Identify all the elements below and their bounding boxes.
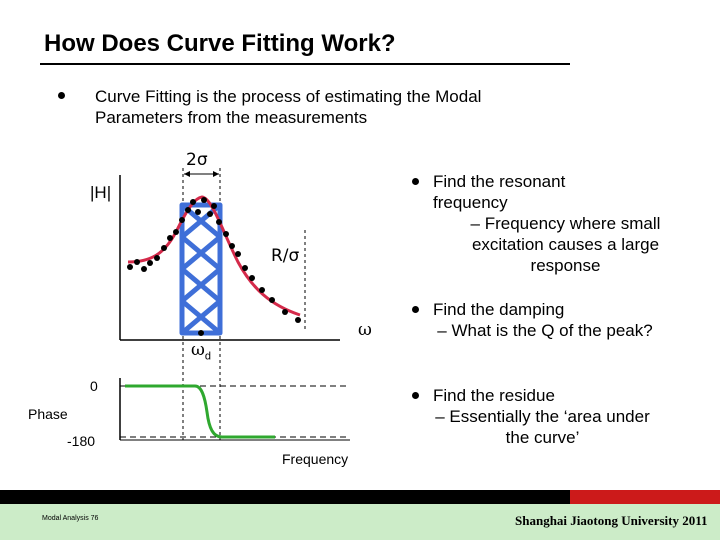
sub-bullet-resonant: – Frequency where small excitation cause…	[470, 214, 661, 275]
title-underline	[40, 63, 570, 65]
data-point	[141, 266, 147, 272]
frequency-axis-label: Frequency	[282, 451, 349, 467]
bullet-dot	[412, 392, 419, 399]
omega-d-symbol: ω	[191, 340, 205, 360]
data-point	[154, 255, 160, 261]
bullet-dot	[412, 178, 419, 185]
data-point	[134, 259, 140, 265]
phase-minus-label: -180	[67, 433, 96, 449]
data-point	[127, 264, 133, 270]
data-point	[185, 207, 191, 213]
data-point	[229, 243, 235, 249]
data-point	[242, 265, 248, 271]
measurement-points	[127, 197, 301, 323]
intro-bullet: Curve Fitting is the process of estimati…	[95, 87, 482, 127]
footer-university: Shanghai Jiaotong University 2011	[515, 513, 708, 528]
omega-d-marker	[198, 330, 204, 336]
data-point	[201, 197, 207, 203]
data-point	[249, 275, 255, 281]
two-sigma-arrowhead-left	[184, 171, 190, 177]
data-point	[282, 309, 288, 315]
bullet-dot	[412, 306, 419, 313]
omega-axis-label: ω	[358, 320, 372, 340]
footer-slide-number: Modal Analysis 76	[42, 515, 99, 522]
data-point	[179, 217, 185, 223]
data-point	[173, 229, 179, 235]
data-point	[235, 251, 241, 257]
data-point	[207, 211, 213, 217]
bullet-residue: Find the residue	[433, 386, 555, 405]
bullet-resonant-frequency: Find the resonant frequency	[433, 172, 566, 212]
data-point	[161, 245, 167, 251]
data-point	[195, 209, 201, 215]
data-point	[190, 199, 196, 205]
phase-zero-label: 0	[90, 378, 98, 394]
r-sigma-label: R/σ	[271, 246, 300, 266]
data-point	[211, 203, 217, 209]
lattice-zigzag-b	[179, 203, 223, 335]
fit-lattice	[179, 202, 223, 336]
sub-bullet-residue: – Essentially the ‘area under the curve’	[435, 407, 650, 447]
phase-curve	[125, 384, 275, 439]
data-point	[269, 297, 275, 303]
data-point	[259, 287, 265, 293]
footer-red-bar	[570, 490, 720, 504]
omega-d-subscript: d	[204, 350, 211, 363]
magnitude-label: |H|	[90, 183, 112, 202]
two-sigma-arrowhead-right	[213, 171, 219, 177]
data-point	[167, 235, 173, 241]
data-point	[216, 219, 222, 225]
data-point	[295, 317, 301, 323]
two-sigma-label: 2σ	[186, 150, 208, 170]
footer-black-bar	[0, 490, 570, 504]
bullet-dot	[58, 92, 65, 99]
data-point	[223, 231, 229, 237]
sub-bullet-damping: – What is the Q of the peak?	[437, 321, 653, 340]
data-point	[147, 260, 153, 266]
phase-label: Phase	[28, 406, 68, 422]
slide-title: How Does Curve Fitting Work?	[44, 30, 396, 57]
omega-d-label: ωd	[191, 340, 211, 362]
lattice-zigzag-a	[179, 203, 223, 335]
bullet-damping: Find the damping	[433, 300, 565, 319]
